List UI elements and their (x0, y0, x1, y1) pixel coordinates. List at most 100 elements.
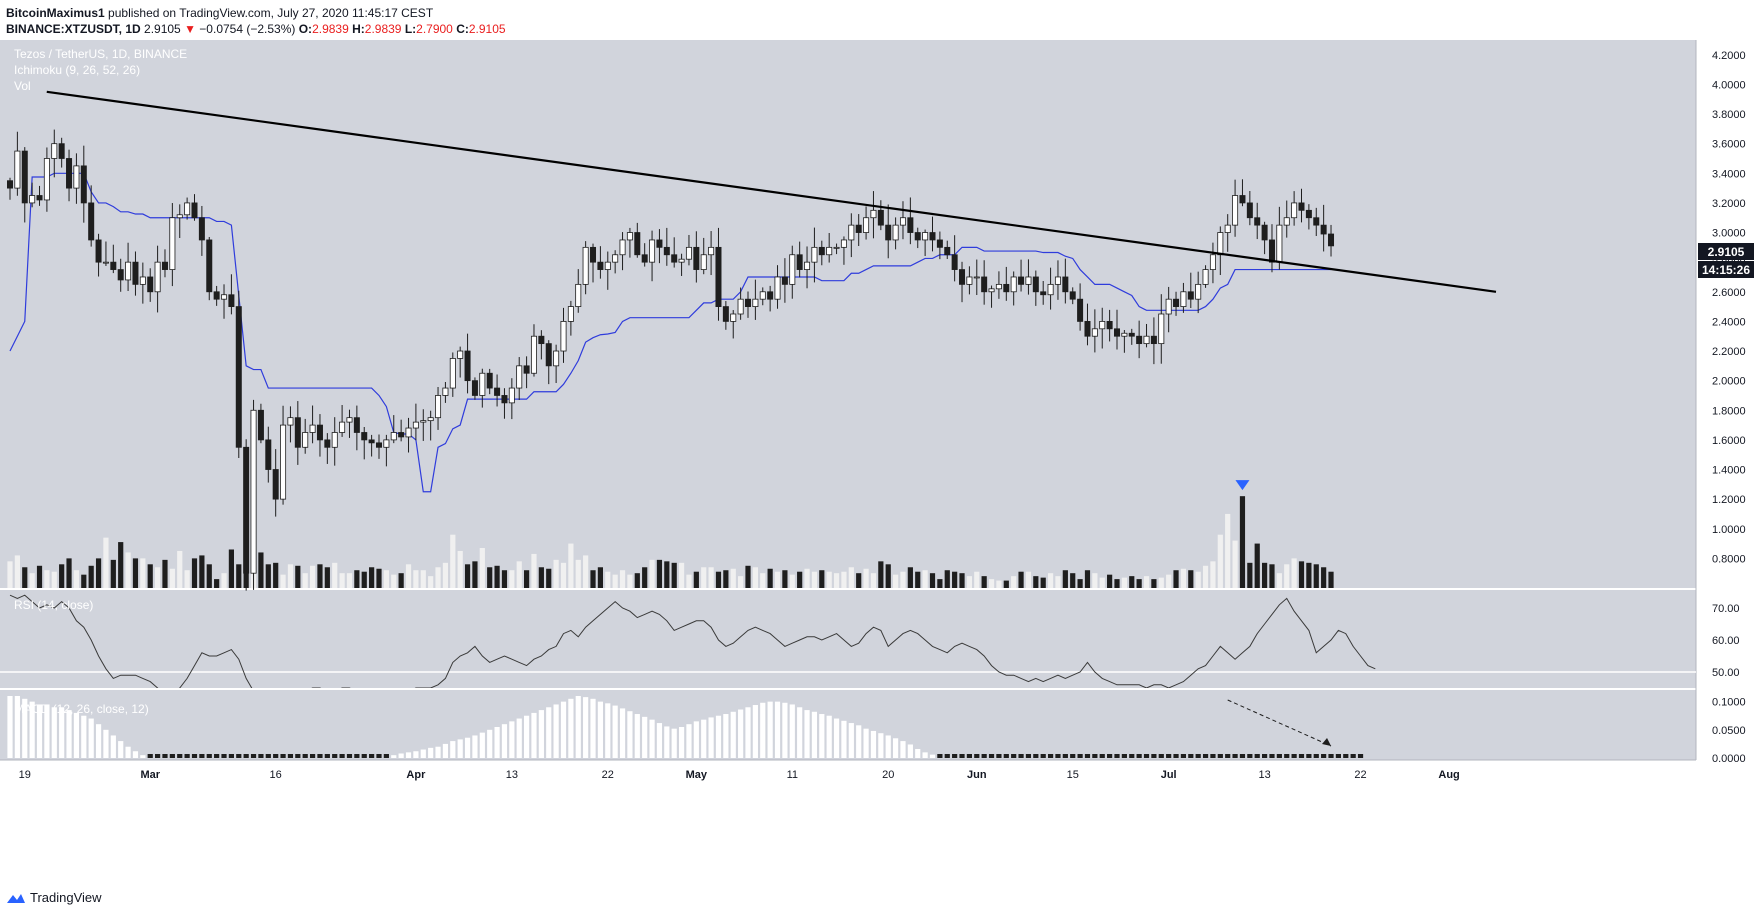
candle-body (708, 246, 715, 256)
macd-bar (1210, 754, 1216, 758)
candle-body (988, 288, 995, 293)
volume-bar (44, 570, 50, 588)
candle-body (176, 214, 183, 219)
candle-body (464, 350, 471, 382)
author-name[interactable]: BitcoinMaximus1 (6, 6, 105, 20)
macd-bar (1180, 754, 1187, 758)
volume-bar (1033, 576, 1039, 588)
candle-body (796, 254, 803, 270)
candle-body (1173, 298, 1180, 307)
macd-bar (738, 709, 744, 758)
volume-bar (295, 565, 301, 588)
candle-body (914, 232, 921, 241)
candle-body (471, 380, 478, 396)
candle-body (346, 417, 353, 423)
volume-bar (132, 558, 139, 588)
macd-bar (538, 710, 544, 758)
macd-bar (929, 754, 936, 758)
macd-bar (664, 726, 670, 758)
macd-bar (944, 754, 950, 758)
volume-bar (1276, 573, 1282, 588)
volume-bar (265, 564, 271, 588)
volume-bar (612, 574, 618, 588)
vol-legend: Vol (14, 79, 31, 93)
candle-body (1158, 313, 1165, 345)
macd-bar (66, 710, 72, 758)
volume-bar (140, 558, 146, 588)
macd-histogram (7, 696, 1364, 758)
volume-bar (1018, 571, 1024, 588)
price-tick-label: 1.6000 (1712, 435, 1746, 447)
volume-bar (745, 565, 751, 588)
candle-body (1077, 298, 1084, 322)
volume-bar (376, 568, 382, 588)
volume-bar (922, 570, 928, 588)
volume-bar (952, 571, 958, 588)
volume-bar (457, 550, 463, 588)
volume-bar (1321, 567, 1327, 588)
volume-bar (678, 562, 685, 588)
candle-body (331, 432, 338, 448)
candle-body (125, 261, 132, 281)
volume-bar (1077, 579, 1083, 588)
time-axis[interactable]: 19 Mar 16 Apr 13 22 May 11 20 Jun 15 Jul 13 22 Aug (19, 769, 1460, 781)
macd-bar (634, 714, 640, 758)
candle-body (1091, 328, 1098, 337)
candle-body (257, 409, 264, 441)
candle-body (995, 283, 1002, 290)
macd-bar (59, 707, 65, 758)
candle-body (671, 254, 678, 263)
candle-body (280, 424, 287, 500)
price-tick-label: 2.2000 (1712, 346, 1746, 358)
macd-bar (162, 754, 168, 758)
macd-bar (760, 702, 766, 758)
volume-bar (177, 550, 183, 588)
macd-bar (103, 729, 109, 758)
candle-body (1180, 291, 1187, 307)
macd-bar (959, 754, 965, 758)
candle-body (885, 224, 892, 241)
candle-body (80, 165, 87, 204)
volume-bar (811, 571, 818, 588)
volume-bar (1306, 562, 1312, 588)
price-tick-label: 4.0000 (1712, 79, 1746, 91)
candle-body (619, 239, 626, 256)
candle-body (789, 254, 796, 285)
volume-bar (324, 567, 330, 588)
macd-bar (118, 741, 124, 758)
volume-bar (819, 570, 825, 588)
candle-body (590, 246, 597, 263)
macd-bar (1011, 754, 1017, 758)
macd-bar (125, 746, 131, 758)
rsi-plot (0, 594, 1696, 688)
price-axis[interactable]: 0.8000 1.0000 1.2000 1.4000 1.6000 1.8000 2.00… (1712, 50, 1746, 765)
candle-body (722, 306, 729, 322)
candle-body (530, 335, 537, 374)
footer-brand[interactable]: TradingView (6, 890, 102, 905)
volume-bar (383, 570, 389, 588)
macd-bar (612, 705, 618, 758)
macd-bar (701, 719, 707, 758)
rsi-tick-label: 60.00 (1712, 635, 1740, 647)
candle-body (361, 432, 368, 441)
volume-bar (1195, 571, 1201, 588)
candle-body (191, 202, 198, 219)
volume-bar (974, 571, 980, 588)
volume-bar (169, 568, 175, 588)
time-tick-label: 19 (19, 769, 31, 781)
rsi-tick-label: 50.00 (1712, 667, 1740, 679)
volume-bar (708, 567, 714, 588)
candle-body (855, 224, 862, 233)
rsi-panel-bg (0, 590, 1696, 688)
volume-bar (1210, 561, 1216, 588)
candle-body (818, 246, 825, 256)
macd-bar (1343, 754, 1349, 758)
macd-bar (952, 754, 958, 758)
macd-bar (457, 739, 463, 758)
candle-body (626, 232, 633, 241)
candle-body (560, 321, 567, 352)
trendline[interactable] (46, 90, 1497, 293)
macd-bar (870, 730, 877, 758)
macd-bar (937, 754, 943, 758)
